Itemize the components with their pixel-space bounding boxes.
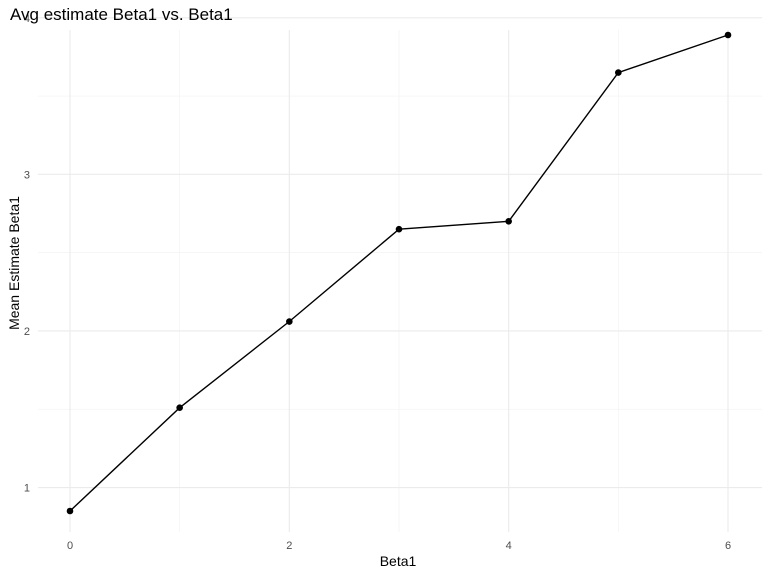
y-tick-label: 4: [24, 13, 30, 25]
x-tick-label: 6: [725, 540, 731, 552]
y-axis-ticks: 1 2 3 4: [24, 13, 30, 495]
y-tick-label: 2: [24, 326, 30, 338]
minor-gridlines: [38, 30, 762, 532]
data-point: [66, 507, 74, 515]
data-point: [395, 225, 403, 233]
x-axis-title: Beta1: [380, 553, 417, 569]
data-point: [615, 69, 622, 76]
x-tick-label: 4: [506, 540, 512, 552]
data-point: [724, 31, 732, 39]
data-point: [505, 218, 512, 225]
y-tick-label: 1: [24, 483, 30, 495]
x-axis-ticks: 0 2 4 6: [67, 540, 731, 552]
data-point: [176, 404, 183, 411]
data-point: [286, 318, 293, 325]
x-tick-label: 0: [67, 540, 73, 552]
y-tick-label: 3: [24, 169, 30, 181]
x-tick-label: 2: [286, 540, 292, 552]
major-gridlines: [38, 17, 762, 532]
chart-title: Avg estimate Beta1 vs. Beta1: [10, 5, 233, 24]
series-layer: [66, 31, 732, 515]
y-axis-title: Mean Estimate Beta1: [6, 196, 22, 330]
